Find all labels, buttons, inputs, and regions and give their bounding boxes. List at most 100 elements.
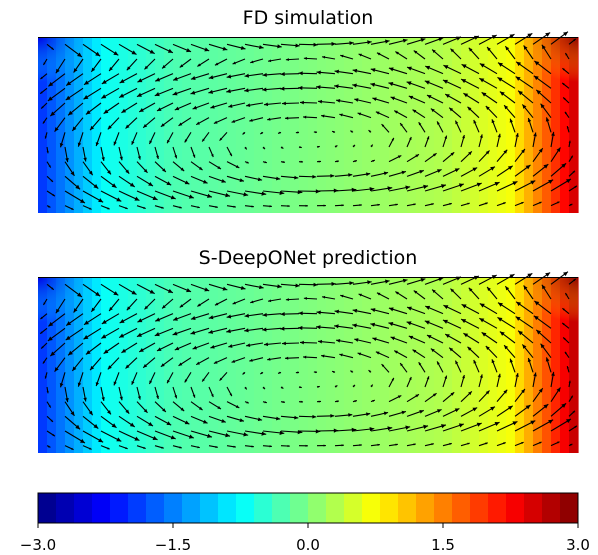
velocity-arrowhead bbox=[251, 205, 254, 208]
velocity-arrowhead bbox=[412, 109, 417, 113]
velocity-arrowhead bbox=[505, 46, 510, 51]
field-cell bbox=[209, 277, 219, 453]
velocity-arrowhead bbox=[75, 184, 81, 190]
field-cell bbox=[164, 277, 174, 453]
field-cell bbox=[506, 277, 516, 453]
velocity-arrowhead bbox=[566, 366, 569, 369]
velocity-arrowhead bbox=[225, 192, 231, 198]
velocity-arrowhead bbox=[68, 350, 73, 356]
field-cell bbox=[155, 277, 165, 453]
velocity-arrowhead bbox=[125, 364, 130, 369]
velocity-arrowhead bbox=[229, 393, 232, 397]
velocity-arrowhead bbox=[162, 64, 166, 69]
velocity-arrowhead bbox=[125, 206, 128, 210]
velocity-arrowhead bbox=[228, 344, 233, 348]
velocity-arrowhead bbox=[454, 408, 460, 413]
field-cell bbox=[407, 277, 417, 453]
velocity-arrowhead bbox=[244, 146, 247, 150]
field-cell bbox=[398, 277, 408, 453]
velocity-arrowhead bbox=[456, 36, 462, 41]
velocity-arrowhead bbox=[509, 358, 514, 363]
velocity-arrowhead bbox=[441, 184, 446, 189]
velocity-arrowhead bbox=[136, 332, 142, 337]
hot-spot bbox=[518, 277, 578, 322]
colorbar-tick-label: −3.0 bbox=[20, 536, 56, 554]
velocity-arrowhead bbox=[95, 51, 101, 57]
velocity-arrowhead bbox=[40, 316, 43, 320]
velocity-arrowhead bbox=[280, 312, 285, 317]
velocity-arrowhead bbox=[59, 143, 64, 148]
velocity-arrowhead bbox=[566, 418, 571, 424]
velocity-arrowhead bbox=[431, 443, 434, 446]
velocity-arrowhead bbox=[279, 190, 285, 196]
velocity-arrowhead bbox=[401, 410, 406, 415]
field-cell bbox=[335, 37, 345, 213]
velocity-arrowhead bbox=[244, 328, 249, 333]
field-cell bbox=[560, 37, 570, 213]
velocity-arrowhead bbox=[491, 119, 495, 124]
velocity-arrowhead bbox=[449, 442, 452, 446]
velocity-arrowhead bbox=[521, 148, 525, 154]
velocity-arrowhead bbox=[570, 395, 573, 399]
velocity-arrowhead bbox=[47, 336, 53, 341]
velocity-arrowhead bbox=[101, 397, 105, 401]
velocity-arrowhead bbox=[42, 361, 46, 364]
velocity-arrowhead bbox=[267, 357, 271, 361]
velocity-arrowhead bbox=[468, 391, 472, 396]
velocity-arrowhead bbox=[303, 296, 307, 300]
velocity-arrowhead bbox=[192, 105, 197, 110]
velocity-arrowhead bbox=[48, 405, 51, 408]
velocity-arrowhead bbox=[370, 322, 376, 327]
velocity-arrowhead bbox=[211, 394, 214, 397]
velocity-arrowhead bbox=[287, 444, 290, 448]
velocity-arrowhead bbox=[458, 183, 464, 188]
velocity-arrowhead bbox=[103, 109, 109, 114]
velocity-arrowhead bbox=[476, 182, 482, 187]
field-cell bbox=[74, 277, 84, 453]
velocity-arrowhead bbox=[318, 160, 321, 163]
velocity-arrowhead bbox=[299, 146, 302, 149]
velocity-arrowhead bbox=[313, 282, 318, 287]
velocity-arrowhead bbox=[107, 125, 112, 130]
field-cell bbox=[461, 37, 471, 213]
velocity-arrowhead bbox=[391, 377, 394, 381]
velocity-arrowhead bbox=[281, 341, 286, 346]
velocity-arrowhead bbox=[456, 276, 462, 281]
velocity-arrowhead bbox=[317, 385, 320, 388]
velocity-arrowhead bbox=[154, 92, 160, 97]
velocity-arrowhead bbox=[515, 373, 519, 377]
velocity-arrowhead bbox=[563, 97, 566, 100]
velocity-arrowhead bbox=[316, 310, 321, 315]
field-cell bbox=[569, 277, 579, 453]
field-cell bbox=[533, 277, 543, 453]
velocity-arrowhead bbox=[540, 103, 545, 109]
velocity-arrowhead bbox=[215, 445, 218, 448]
velocity-arrowhead bbox=[280, 146, 284, 149]
velocity-arrowhead bbox=[180, 167, 185, 172]
velocity-arrowhead bbox=[316, 325, 321, 330]
velocity-arrowhead bbox=[318, 99, 323, 104]
velocity-arrowhead bbox=[543, 404, 549, 409]
velocity-arrowhead bbox=[71, 207, 74, 210]
velocity-arrowhead bbox=[515, 133, 519, 137]
colorbar-level bbox=[290, 493, 309, 523]
velocity-arrowhead bbox=[557, 441, 560, 444]
velocity-arrowhead bbox=[232, 61, 236, 65]
velocity-arrowhead bbox=[408, 95, 414, 100]
velocity-arrowhead bbox=[95, 291, 101, 297]
velocity-arrowhead bbox=[516, 301, 522, 307]
velocity-arrowhead bbox=[52, 433, 55, 437]
colorbar-ticks: −3.0 −1.5 0.0 1.5 3.0 bbox=[20, 536, 590, 554]
field-cell bbox=[452, 37, 462, 213]
velocity-arrowhead bbox=[98, 198, 104, 203]
velocity-arrowhead bbox=[139, 348, 144, 352]
velocity-arrowhead bbox=[426, 335, 432, 339]
velocity-arrowhead bbox=[391, 137, 394, 141]
colorbar-level bbox=[542, 493, 561, 523]
field-cell bbox=[488, 277, 498, 453]
fd-simulation-panel bbox=[38, 31, 579, 213]
velocity-arrowhead bbox=[533, 132, 537, 137]
velocity-arrowhead bbox=[551, 131, 555, 136]
velocity-arrowhead bbox=[298, 325, 303, 330]
field-cell bbox=[344, 277, 354, 453]
